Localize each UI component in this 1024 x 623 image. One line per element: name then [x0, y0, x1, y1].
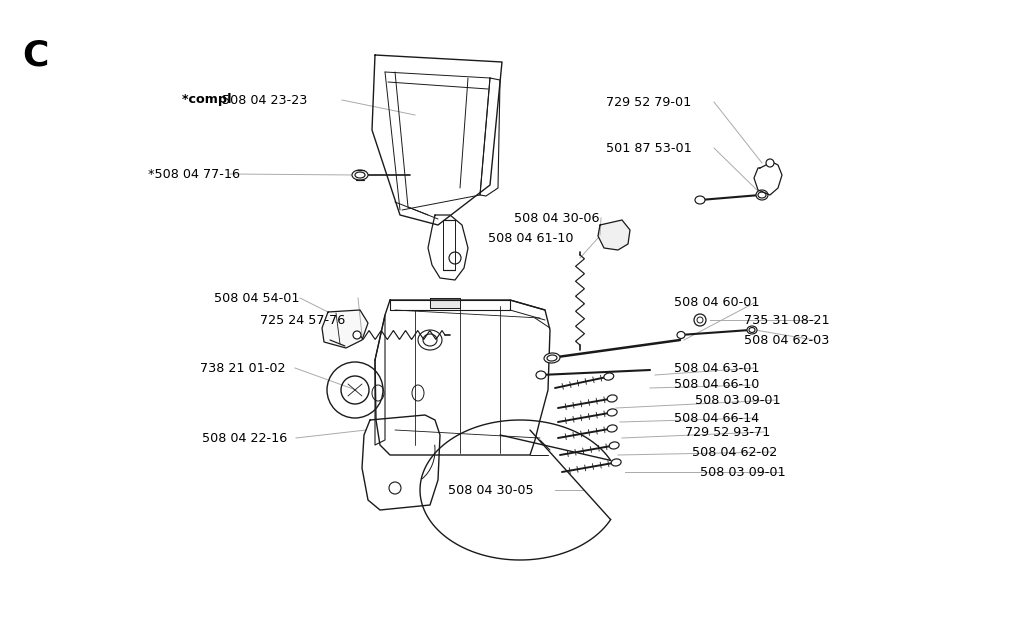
Text: 508 04 61-10: 508 04 61-10 [488, 232, 573, 244]
Text: *508 04 77-16: *508 04 77-16 [148, 168, 240, 181]
Text: 508 04 30-05: 508 04 30-05 [449, 483, 534, 497]
Text: 508 04 30-06: 508 04 30-06 [514, 211, 599, 224]
Ellipse shape [607, 425, 617, 432]
Ellipse shape [611, 459, 622, 466]
Text: 508 04 63-01: 508 04 63-01 [674, 361, 760, 374]
Ellipse shape [766, 159, 774, 167]
Ellipse shape [604, 373, 613, 380]
Polygon shape [430, 298, 460, 308]
Ellipse shape [544, 353, 560, 363]
Ellipse shape [607, 409, 617, 416]
Ellipse shape [695, 196, 705, 204]
Text: 725 24 57-76: 725 24 57-76 [260, 313, 345, 326]
Text: 508 04 54-01: 508 04 54-01 [214, 292, 299, 305]
Text: C: C [22, 38, 48, 72]
Text: 501 87 53-01: 501 87 53-01 [606, 141, 692, 155]
Text: 508 04 66-14: 508 04 66-14 [674, 412, 759, 424]
Text: 729 52 93-71: 729 52 93-71 [685, 426, 770, 439]
Text: 508 04 23-23: 508 04 23-23 [222, 93, 307, 107]
Text: *compl: *compl [182, 93, 237, 107]
Polygon shape [322, 310, 368, 348]
Ellipse shape [536, 371, 546, 379]
Text: 508 03 09-01: 508 03 09-01 [695, 394, 780, 406]
Ellipse shape [352, 170, 368, 180]
Text: 735 31 08-21: 735 31 08-21 [744, 313, 829, 326]
Ellipse shape [609, 442, 620, 449]
Polygon shape [598, 220, 630, 250]
Ellipse shape [677, 331, 685, 338]
Text: 729 52 79-01: 729 52 79-01 [606, 95, 691, 108]
Text: 508 03 09-01: 508 03 09-01 [700, 465, 785, 478]
Text: 508 04 62-02: 508 04 62-02 [692, 445, 777, 459]
Ellipse shape [607, 395, 617, 402]
Text: 738 21 01-02: 738 21 01-02 [200, 361, 286, 374]
Ellipse shape [746, 326, 757, 334]
Ellipse shape [756, 190, 768, 200]
Text: 508 04 62-03: 508 04 62-03 [744, 333, 829, 346]
Text: 508 04 66-10: 508 04 66-10 [674, 379, 760, 391]
Text: 508 04 22-16: 508 04 22-16 [202, 432, 288, 444]
Ellipse shape [353, 331, 361, 339]
Text: 508 04 60-01: 508 04 60-01 [674, 295, 760, 308]
